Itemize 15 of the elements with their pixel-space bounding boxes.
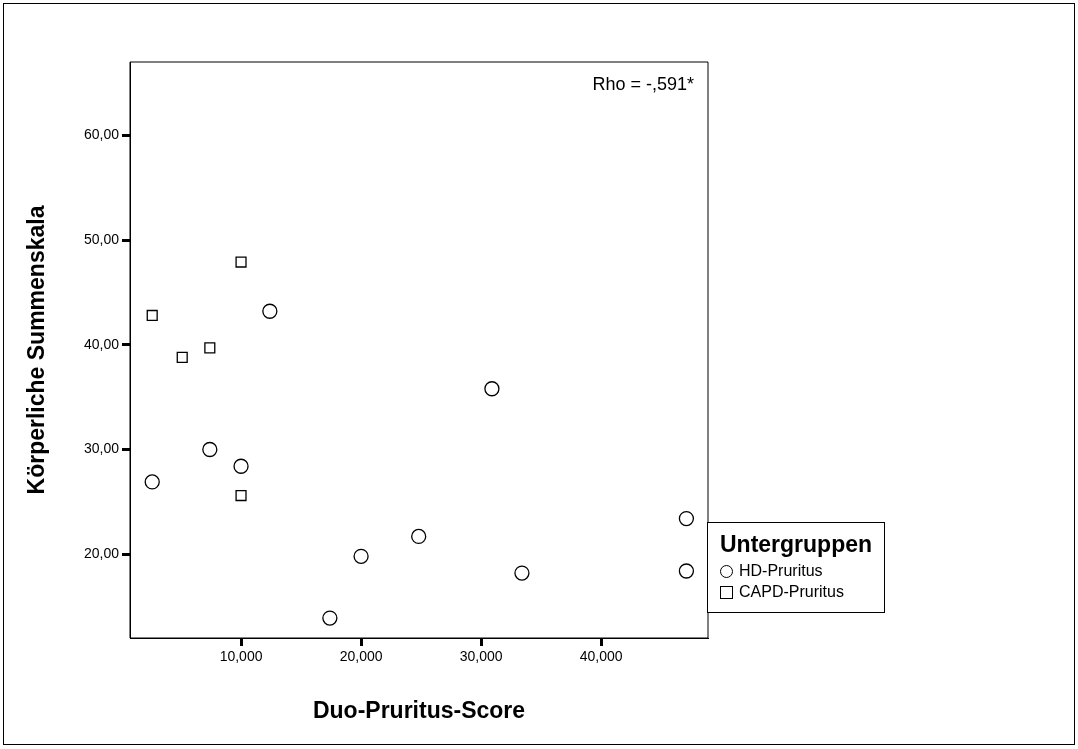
annotation: Rho = -,591* <box>592 73 694 94</box>
x-tick-label: 40,000 <box>579 648 623 665</box>
x-tick-label: 30,000 <box>459 648 503 665</box>
y-tick-label: 20,00 <box>83 545 120 562</box>
legend-label: HD-Pruritus <box>739 562 823 580</box>
legend-title: Untergruppen <box>720 531 873 558</box>
x-axis-title: Duo-Pruritus-Score <box>312 696 526 723</box>
legend-label: CAPD-Pruritus <box>739 583 844 601</box>
y-tick-label: 30,00 <box>83 440 120 457</box>
x-tick-label: 20,000 <box>339 648 383 665</box>
y-tick-label: 40,00 <box>83 335 120 352</box>
x-tick-label: 10,000 <box>219 648 263 665</box>
y-axis-title: Körperliche Summenskala <box>23 205 50 495</box>
y-tick-label: 50,00 <box>83 230 120 247</box>
y-tick-label: 60,00 <box>83 126 120 143</box>
